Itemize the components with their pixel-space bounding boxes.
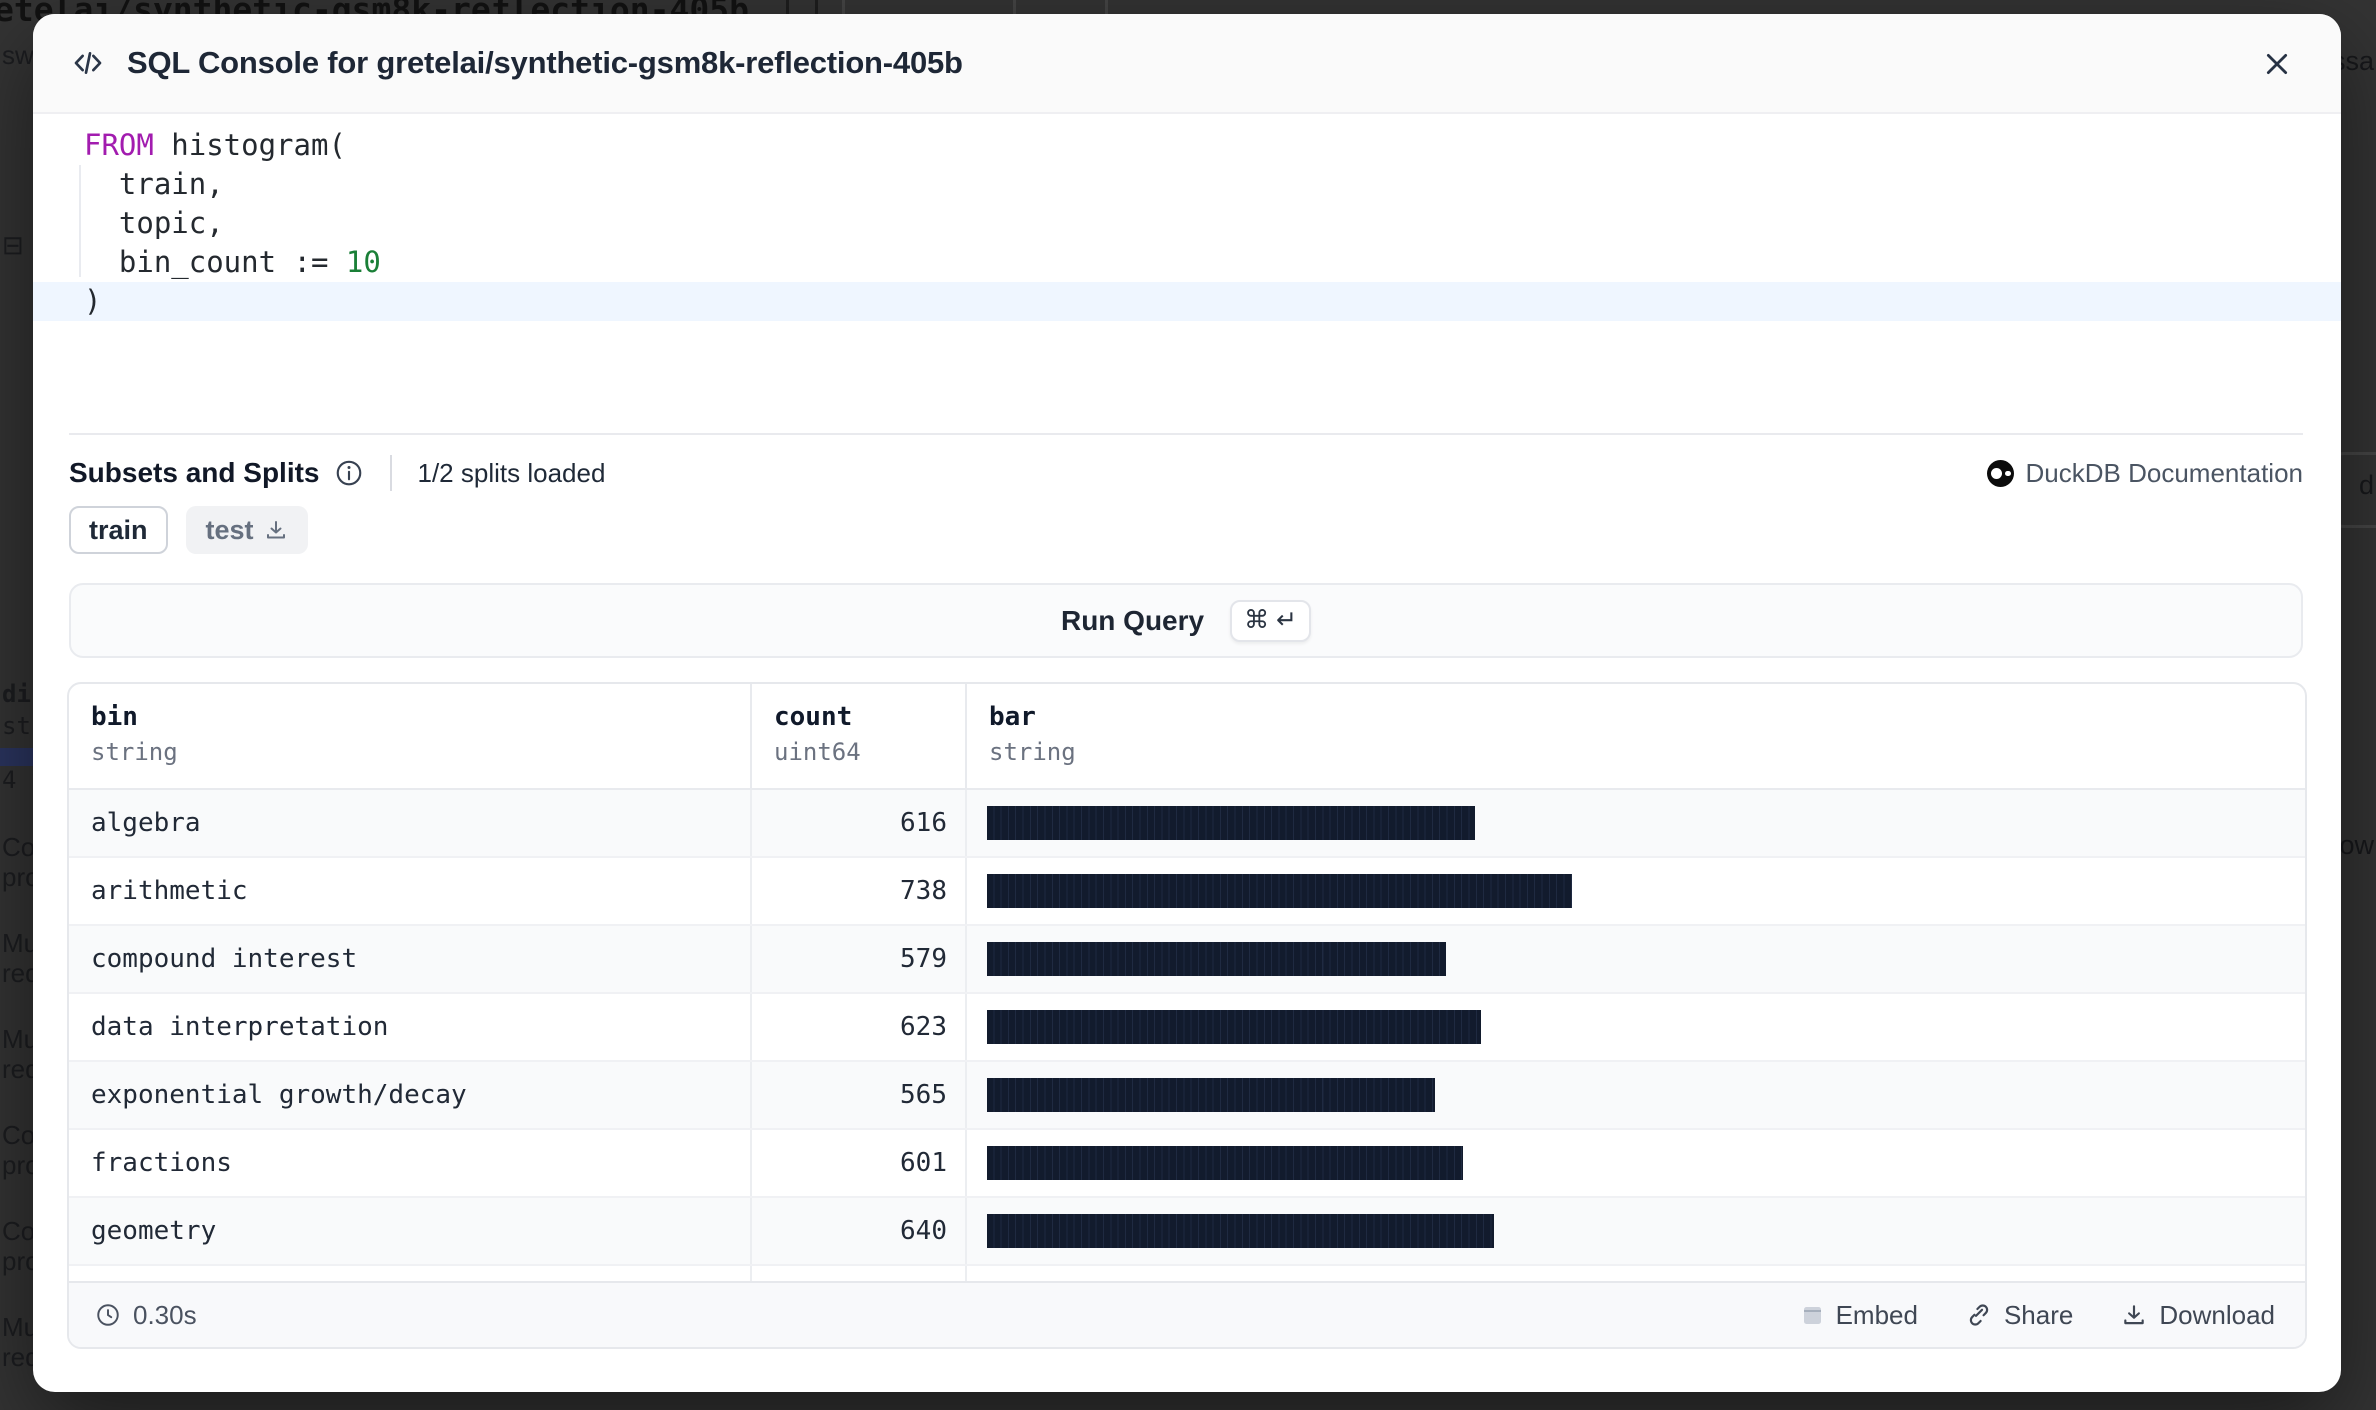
bin-cell: arithmetic	[69, 858, 752, 924]
bar-cell	[967, 858, 2305, 924]
close-icon[interactable]	[2259, 46, 2295, 82]
share-label: Share	[2003, 1299, 2074, 1330]
table-body: algebra 616 arithmetic 738 compound interest…	[69, 790, 2305, 1281]
vertical-separator	[389, 455, 392, 491]
count-cell: 623	[752, 994, 967, 1060]
indent-guide	[79, 165, 81, 277]
count-cell: 601	[752, 1130, 967, 1196]
table-row: compound interest 579	[69, 926, 2305, 994]
table-row: arithmetic 738	[69, 858, 2305, 926]
modal-title: SQL Console for gretelai/synthetic-gsm8k…	[127, 45, 963, 80]
table-row	[69, 1266, 2305, 1281]
column-name: count	[774, 702, 853, 732]
section-divider	[69, 433, 2303, 435]
sql-editor[interactable]: FROM histogram( train, topic, bin_count …	[33, 112, 2341, 432]
keyboard-shortcut-badge: ⌘ ↵	[1230, 599, 1312, 642]
table-row: exponential growth/decay 565	[69, 1062, 2305, 1130]
column-type: string	[989, 738, 1076, 766]
splits-loaded-status: 1/2 splits loaded	[417, 457, 606, 488]
bar-cell	[967, 1062, 2305, 1128]
run-query-button[interactable]: Run Query ⌘ ↵	[69, 583, 2303, 658]
column-name: bar	[989, 702, 1036, 732]
bin-cell: geometry	[69, 1198, 752, 1264]
code-line: FROM histogram(	[84, 128, 346, 162]
duckdb-logo-icon	[1986, 459, 2014, 487]
clock-icon	[97, 1304, 119, 1326]
code-line: bin_count := 10	[84, 245, 381, 279]
bin-cell: data interpretation	[69, 994, 752, 1060]
duckdb-docs-link[interactable]: DuckDB Documentation	[1986, 457, 2303, 489]
histogram-bar	[987, 806, 1475, 840]
modal-header: SQL Console for gretelai/synthetic-gsm8k…	[33, 14, 2341, 114]
bar-cell	[967, 1198, 2305, 1264]
histogram-bar	[987, 1214, 1494, 1248]
table-row: data interpretation 623	[69, 994, 2305, 1062]
table-header-row: bin string count uint64 bar string	[69, 684, 2305, 790]
info-icon[interactable]	[334, 458, 364, 488]
count-cell: 579	[752, 926, 967, 992]
split-test-label: test	[205, 514, 254, 545]
column-header-count[interactable]: count uint64	[752, 684, 967, 788]
column-header-bar[interactable]: bar string	[967, 684, 2305, 788]
background-selected-row	[0, 748, 33, 766]
split-button-test[interactable]: test	[185, 506, 308, 554]
count-cell: 738	[752, 858, 967, 924]
embed-button[interactable]: Embed	[1800, 1300, 1918, 1331]
bin-cell: fractions	[69, 1130, 752, 1196]
histogram-bar	[987, 874, 1572, 908]
bar-cell	[967, 1266, 2305, 1281]
download-icon	[2124, 1305, 2145, 1325]
histogram-bar	[987, 1146, 1463, 1180]
bar-cell	[967, 1130, 2305, 1196]
bar-cell	[967, 790, 2305, 856]
bin-cell: compound interest	[69, 926, 752, 992]
download-button[interactable]: Download	[2121, 1300, 2275, 1331]
bin-cell	[69, 1266, 752, 1281]
bin-cell: exponential growth/decay	[69, 1062, 752, 1128]
table-row: geometry 640	[69, 1198, 2305, 1266]
column-header-bin[interactable]: bin string	[69, 684, 752, 788]
column-name: bin	[91, 702, 138, 732]
column-type: uint64	[774, 738, 861, 766]
table-footer: 0.30s Embed	[69, 1281, 2305, 1347]
share-link-icon	[1969, 1304, 1989, 1326]
code-line: topic,	[84, 206, 224, 240]
table-row: fractions 601	[69, 1130, 2305, 1198]
sql-console-modal: SQL Console for gretelai/synthetic-gsm8k…	[33, 14, 2341, 1392]
count-cell: 616	[752, 790, 967, 856]
download-icon	[266, 521, 285, 539]
results-table: bin string count uint64 bar string algeb…	[67, 682, 2307, 1349]
embed-icon	[1803, 1307, 1821, 1324]
bar-cell	[967, 994, 2305, 1060]
duration-value: 0.30s	[133, 1299, 197, 1330]
count-cell: 640	[752, 1198, 967, 1264]
column-type: string	[91, 738, 178, 766]
code-icon	[71, 46, 105, 80]
query-duration: 0.30s	[95, 1300, 197, 1331]
share-button[interactable]: Share	[1966, 1300, 2073, 1331]
histogram-bar	[987, 942, 1446, 976]
bin-cell: algebra	[69, 790, 752, 856]
histogram-bar	[987, 1010, 1481, 1044]
run-query-label: Run Query	[1060, 604, 1205, 636]
code-line: )	[33, 282, 2341, 321]
count-cell: 565	[752, 1062, 967, 1128]
duckdb-docs-label: DuckDB Documentation	[2025, 457, 2303, 488]
split-button-train[interactable]: train	[69, 506, 168, 554]
download-label: Download	[2159, 1299, 2275, 1330]
count-cell	[752, 1266, 967, 1281]
split-train-label: train	[89, 514, 148, 545]
background-text-fragment: sw	[2, 40, 34, 70]
histogram-bar	[987, 1078, 1435, 1112]
subsets-heading: Subsets and Splits	[69, 457, 320, 488]
code-line: train,	[84, 167, 224, 201]
bar-cell	[967, 926, 2305, 992]
background-text-fragment: d	[2358, 470, 2374, 500]
table-row: algebra 616	[69, 790, 2305, 858]
embed-label: Embed	[1835, 1299, 1918, 1330]
